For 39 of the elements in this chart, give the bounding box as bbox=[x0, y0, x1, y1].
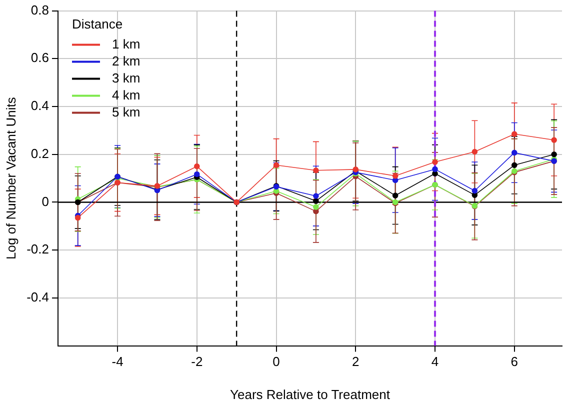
x-tick-label: 2 bbox=[352, 354, 360, 370]
legend-label: 5 km bbox=[112, 104, 140, 120]
legend-label: 4 km bbox=[112, 87, 140, 102]
point bbox=[432, 159, 438, 165]
point bbox=[511, 162, 518, 168]
point bbox=[432, 166, 438, 172]
y-tick-label: 0.8 bbox=[30, 2, 49, 18]
y-tick-label: 0.6 bbox=[30, 50, 49, 66]
point bbox=[551, 151, 557, 158]
legend-title: Distance bbox=[72, 16, 123, 32]
legend-label: 3 km bbox=[112, 70, 140, 86]
point bbox=[194, 163, 200, 170]
legend-label: 1 km bbox=[112, 36, 140, 52]
point bbox=[313, 168, 319, 174]
y-axis-title: Log of Number Vacant Units bbox=[3, 96, 18, 260]
point bbox=[313, 198, 319, 204]
point bbox=[273, 162, 280, 168]
point bbox=[313, 204, 319, 210]
point bbox=[392, 173, 398, 179]
point bbox=[472, 148, 478, 155]
y-tick-label: 0.2 bbox=[30, 146, 49, 161]
point bbox=[511, 131, 518, 137]
y-tick-label: -0.4 bbox=[26, 290, 49, 305]
point bbox=[313, 193, 319, 199]
y-tick-label: -0.2 bbox=[26, 242, 49, 257]
point bbox=[194, 171, 200, 178]
x-tick-label: -4 bbox=[112, 354, 124, 370]
y-tick-label: 0.4 bbox=[30, 98, 49, 114]
point bbox=[392, 192, 398, 198]
legend-label: 2 km bbox=[112, 53, 140, 68]
x-tick-label: 6 bbox=[510, 354, 518, 370]
x-tick-label: 0 bbox=[272, 354, 280, 370]
point bbox=[511, 150, 518, 156]
y-tick-label: 0 bbox=[42, 194, 49, 209]
point bbox=[551, 137, 557, 143]
point bbox=[472, 188, 478, 194]
x-tick-label: 4 bbox=[431, 354, 439, 370]
x-tick-label: -2 bbox=[191, 354, 203, 370]
x-axis-title: Years Relative to Treatment bbox=[230, 386, 390, 402]
